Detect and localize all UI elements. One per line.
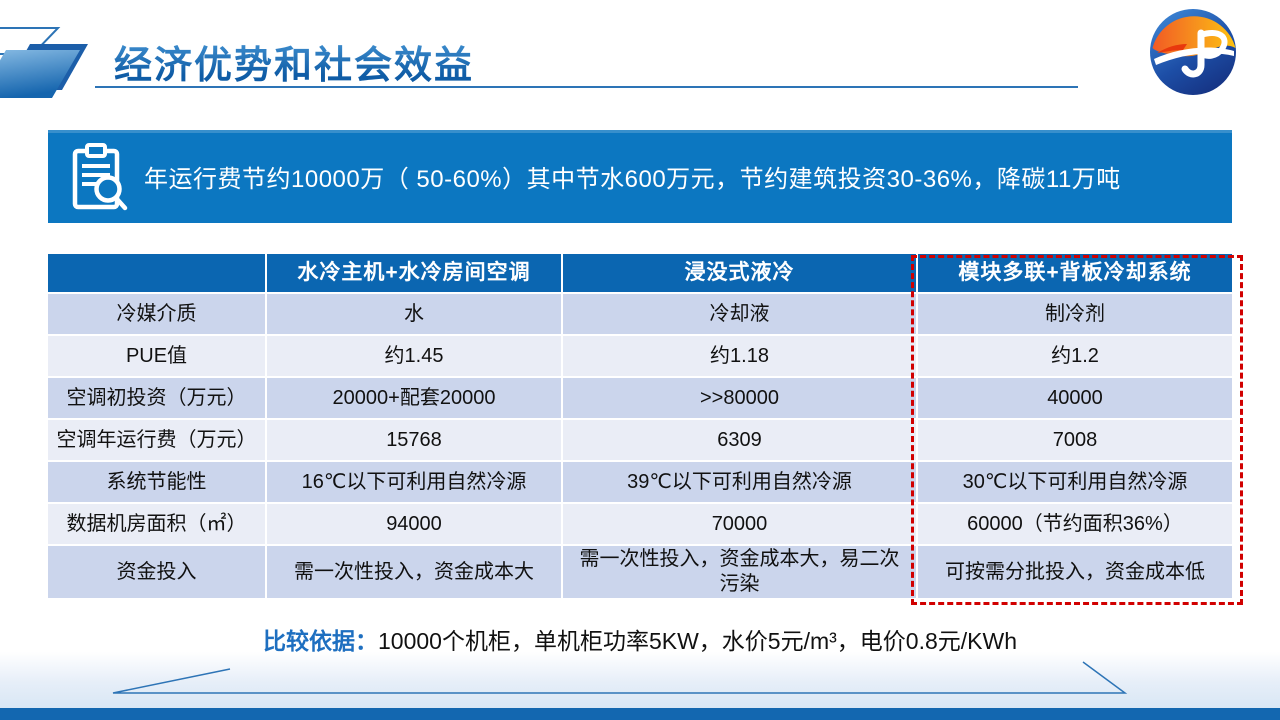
value-cell: 约1.2 <box>918 336 1232 376</box>
value-cell: 7008 <box>918 420 1232 460</box>
value-cell: 需一次性投入，资金成本大，易二次污染 <box>563 546 916 598</box>
clipboard-search-icon <box>72 142 128 210</box>
row-label-cell: PUE值 <box>48 336 265 376</box>
value-cell: 水 <box>267 294 561 334</box>
table-header-cell-immersion: 浸没式液冷 <box>563 254 916 292</box>
title-underline <box>95 86 1078 88</box>
value-cell: 6309 <box>563 420 916 460</box>
header-accent-shapes <box>0 27 88 98</box>
value-cell: 39℃以下可利用自然冷源 <box>563 462 916 502</box>
value-cell: 15768 <box>267 420 561 460</box>
footnote-text: 10000个机柜，单机柜功率5KW，水价5元/m³，电价0.8元/KWh <box>377 628 1017 654</box>
table-header-cell-modular: 模块多联+背板冷却系统 <box>918 254 1232 292</box>
value-cell: >>80000 <box>563 378 916 418</box>
value-cell: 约1.18 <box>563 336 916 376</box>
table-header-cell-blank <box>48 254 265 292</box>
bottom-gradient-band <box>0 652 1280 708</box>
bottom-platform-outline <box>112 661 1128 694</box>
footnote: 比较依据：10000个机柜，单机柜功率5KW，水价5元/m³，电价0.8元/KW… <box>0 622 1280 656</box>
row-label-cell: 空调年运行费（万元） <box>48 420 265 460</box>
comparison-table: 水冷主机+水冷房间空调 浸没式液冷 模块多联+背板冷却系统 冷媒介质 水 冷却液… <box>48 254 1232 598</box>
row-label-cell: 数据机房面积（㎡） <box>48 504 265 544</box>
row-label-cell: 资金投入 <box>48 546 265 598</box>
table-header-cell-water-chiller: 水冷主机+水冷房间空调 <box>267 254 561 292</box>
summary-banner: 年运行费节约10000万（ 50-60%）其中节水600万元，节约建筑投资30-… <box>48 130 1232 223</box>
value-cell: 需一次性投入，资金成本大 <box>267 546 561 598</box>
value-cell: 20000+配套20000 <box>267 378 561 418</box>
row-label-cell: 冷媒介质 <box>48 294 265 334</box>
value-cell: 约1.45 <box>267 336 561 376</box>
row-label-cell: 空调初投资（万元） <box>48 378 265 418</box>
value-cell: 60000（节约面积36%） <box>918 504 1232 544</box>
page-title: 经济优势和社会效益 <box>114 34 474 89</box>
value-cell: 冷却液 <box>563 294 916 334</box>
banner-text: 年运行费节约10000万（ 50-60%）其中节水600万元，节约建筑投资30-… <box>144 166 1121 193</box>
value-cell: 制冷剂 <box>918 294 1232 334</box>
row-label-cell: 系统节能性 <box>48 462 265 502</box>
footnote-label: 比较依据： <box>262 628 378 654</box>
value-cell: 94000 <box>267 504 561 544</box>
bottom-bar <box>0 708 1280 720</box>
value-cell: 40000 <box>918 378 1232 418</box>
value-cell: 16℃以下可利用自然冷源 <box>267 462 561 502</box>
value-cell: 可按需分批投入，资金成本低 <box>918 546 1232 598</box>
value-cell: 30℃以下可利用自然冷源 <box>918 462 1232 502</box>
value-cell: 70000 <box>563 504 916 544</box>
company-logo <box>1150 9 1236 95</box>
